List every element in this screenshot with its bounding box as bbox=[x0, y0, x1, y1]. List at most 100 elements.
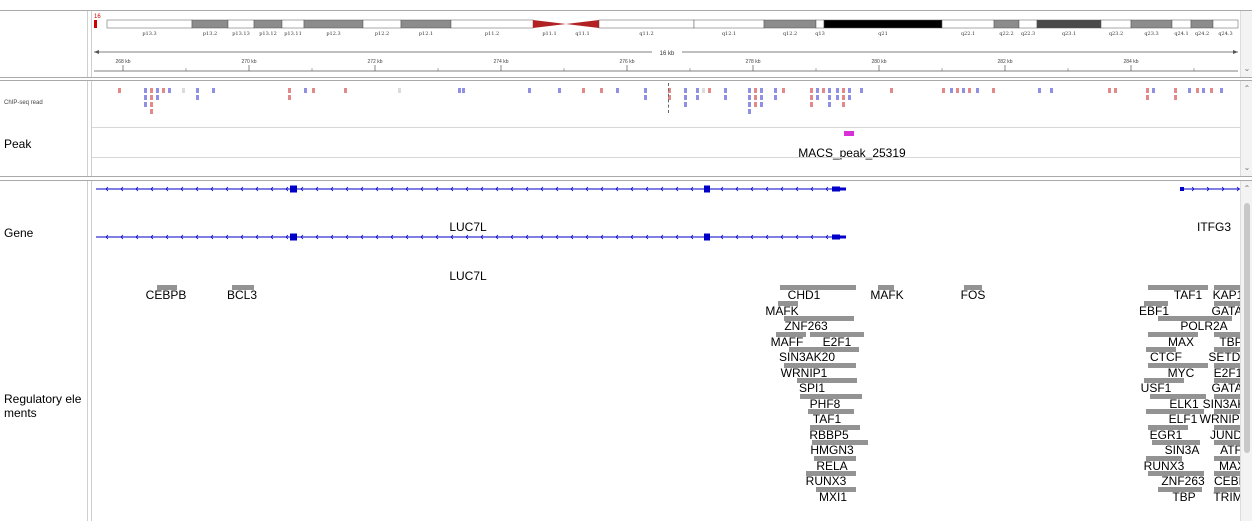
centromere-band[interactable] bbox=[566, 20, 599, 28]
chipseq-read[interactable] bbox=[1196, 88, 1199, 93]
chipseq-read[interactable] bbox=[754, 102, 757, 107]
chipseq-read[interactable] bbox=[558, 88, 561, 93]
chipseq-read[interactable] bbox=[684, 102, 687, 107]
chipseq-read[interactable] bbox=[600, 88, 603, 93]
gene-track[interactable] bbox=[92, 181, 1240, 281]
chipseq-read[interactable] bbox=[828, 95, 831, 100]
regulatory-element-bar[interactable] bbox=[806, 471, 856, 476]
track-name-gene[interactable]: Gene bbox=[4, 226, 34, 240]
regulatory-element-bar[interactable] bbox=[1214, 285, 1240, 290]
regulatory-element-bar[interactable] bbox=[810, 424, 860, 430]
regulatory-element-bar[interactable] bbox=[778, 300, 798, 306]
chipseq-read[interactable] bbox=[1050, 88, 1053, 93]
cytoband[interactable] bbox=[227, 19, 255, 29]
regulatory-element-bar[interactable] bbox=[1148, 424, 1188, 430]
cytoband[interactable] bbox=[598, 19, 695, 29]
chipseq-read[interactable] bbox=[992, 88, 995, 93]
cytoband[interactable] bbox=[106, 19, 193, 29]
cytoband[interactable] bbox=[1036, 19, 1102, 29]
chipseq-read[interactable] bbox=[1188, 88, 1191, 93]
regulatory-element-bar[interactable] bbox=[1214, 362, 1240, 368]
track-name-regulatory-line1[interactable]: Regulatory ele bbox=[4, 392, 82, 406]
regulatory-element-bar[interactable] bbox=[1150, 393, 1206, 399]
chipseq-read[interactable] bbox=[828, 88, 831, 93]
chipseq-read[interactable] bbox=[836, 88, 839, 93]
regulatory-element-bar[interactable] bbox=[1214, 300, 1240, 306]
regulatory-element-bar[interactable] bbox=[1214, 424, 1240, 430]
luc7l-transcript-1-exon[interactable] bbox=[290, 185, 297, 193]
regulatory-element-bar[interactable] bbox=[780, 285, 856, 290]
cytoband[interactable] bbox=[362, 19, 402, 29]
cytoband[interactable] bbox=[815, 19, 825, 29]
chipseq-read[interactable] bbox=[462, 88, 465, 93]
chipseq-read[interactable] bbox=[150, 88, 153, 93]
chipseq-read[interactable] bbox=[644, 88, 647, 93]
chipseq-read[interactable] bbox=[1038, 88, 1041, 93]
chipseq-read[interactable] bbox=[754, 95, 757, 100]
cytoband[interactable] bbox=[993, 19, 1020, 29]
chipseq-read[interactable] bbox=[1210, 88, 1213, 93]
cytoband[interactable] bbox=[450, 19, 534, 29]
chipseq-read[interactable] bbox=[702, 88, 705, 93]
header-scrollbar[interactable]: ⌄ bbox=[1240, 11, 1252, 77]
chipseq-read[interactable] bbox=[458, 88, 461, 93]
chipseq-read[interactable] bbox=[760, 102, 763, 107]
chipseq-read[interactable] bbox=[956, 88, 959, 93]
chipseq-read[interactable] bbox=[150, 95, 153, 100]
chipseq-read[interactable] bbox=[182, 88, 185, 93]
chipseq-read[interactable] bbox=[156, 88, 159, 93]
regulatory-element-bar[interactable] bbox=[810, 331, 864, 337]
chipseq-read[interactable] bbox=[708, 88, 711, 93]
chipseq-read[interactable] bbox=[144, 88, 147, 93]
chipseq-read[interactable] bbox=[828, 102, 831, 107]
cytoband[interactable] bbox=[400, 19, 452, 29]
chipseq-read[interactable] bbox=[810, 102, 813, 107]
cytoband[interactable] bbox=[281, 19, 305, 29]
chipseq-read[interactable] bbox=[942, 88, 945, 93]
regulatory-element-bar[interactable] bbox=[878, 285, 894, 290]
chipseq-read[interactable] bbox=[1174, 95, 1177, 100]
chipseq-read[interactable] bbox=[760, 88, 763, 93]
scroll-up-icon[interactable]: ⌃ bbox=[1243, 84, 1251, 93]
chipseq-read[interactable] bbox=[842, 102, 845, 107]
chipseq-read[interactable] bbox=[962, 88, 965, 93]
luc7l-transcript-2-exon[interactable] bbox=[704, 233, 710, 241]
cytoband[interactable] bbox=[1100, 19, 1132, 29]
chipseq-read[interactable] bbox=[398, 88, 401, 93]
cytoband[interactable] bbox=[1190, 19, 1214, 29]
track-name-chipseq-read[interactable]: ChIP-seq read bbox=[4, 100, 43, 106]
luc7l-transcript-1-exon[interactable] bbox=[704, 185, 710, 193]
chipseq-read[interactable] bbox=[968, 88, 971, 93]
regulatory-element-bar[interactable] bbox=[797, 378, 857, 383]
chipseq-read[interactable] bbox=[810, 95, 813, 100]
chipseq-read[interactable] bbox=[724, 95, 727, 100]
cytoband[interactable] bbox=[763, 19, 817, 29]
track-name-peak[interactable]: Peak bbox=[4, 137, 32, 151]
chipseq-read[interactable] bbox=[616, 88, 619, 93]
regulatory-element-bar[interactable] bbox=[1146, 455, 1182, 461]
chipseq-read[interactable] bbox=[304, 88, 307, 93]
regulatory-element-bar[interactable] bbox=[1148, 471, 1204, 476]
regulatory-element-bar[interactable] bbox=[1214, 393, 1240, 399]
scroll-up-icon[interactable]: ⌃ bbox=[1243, 184, 1251, 193]
regulatory-element-bar[interactable] bbox=[1148, 362, 1208, 368]
regulatory-element-bar[interactable] bbox=[1148, 285, 1208, 290]
chipseq-read[interactable] bbox=[890, 88, 893, 93]
regulatory-element-bar[interactable] bbox=[800, 393, 862, 399]
chipseq-read[interactable] bbox=[774, 88, 777, 93]
regulatory-element-bar[interactable] bbox=[964, 285, 982, 290]
regulatory-element-bar[interactable] bbox=[789, 347, 859, 352]
chipseq-read[interactable] bbox=[848, 88, 851, 93]
chipseq-read[interactable] bbox=[782, 88, 785, 93]
cytoband[interactable] bbox=[1130, 19, 1173, 29]
chipseq-read[interactable] bbox=[724, 88, 727, 93]
chipseq-read[interactable] bbox=[774, 95, 777, 100]
regulatory-element-bar[interactable] bbox=[157, 285, 177, 290]
cytoband[interactable] bbox=[823, 19, 943, 29]
chipseq-read[interactable] bbox=[668, 88, 671, 93]
chipseq-read[interactable] bbox=[684, 88, 687, 93]
chipseq-read[interactable] bbox=[848, 95, 851, 100]
luc7l-transcript-2-exon[interactable] bbox=[290, 233, 297, 241]
chipseq-read[interactable] bbox=[860, 88, 863, 93]
regulatory-element-bar[interactable] bbox=[1144, 300, 1168, 306]
